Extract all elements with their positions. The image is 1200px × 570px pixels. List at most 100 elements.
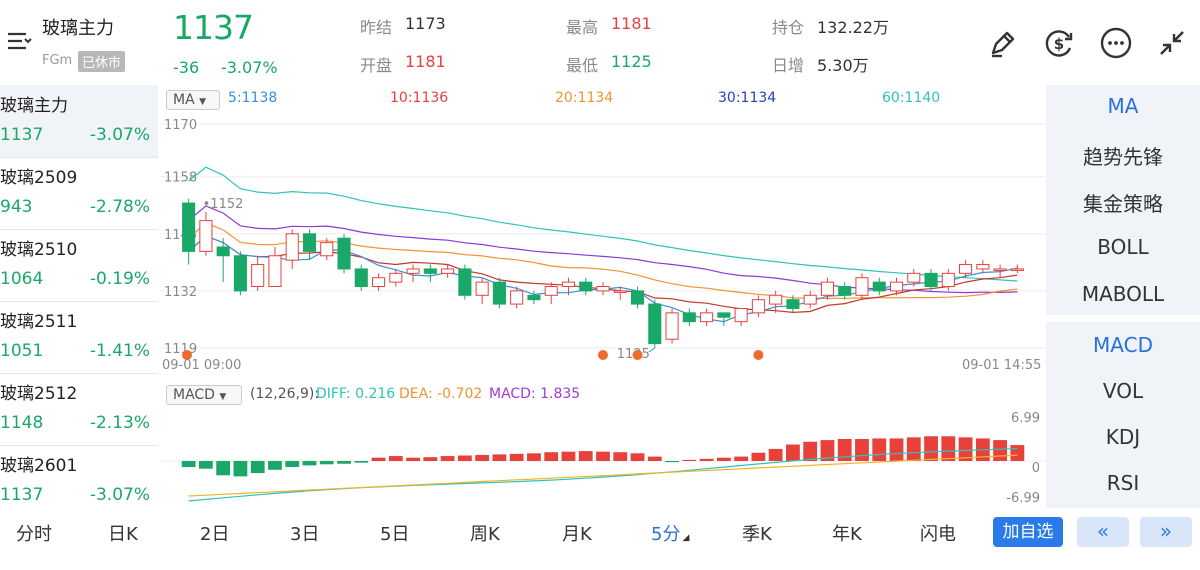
tab-10[interactable]: 年K (832, 524, 862, 545)
event-dot[interactable] (182, 350, 192, 360)
candle[interactable] (354, 264, 368, 291)
currency-icon[interactable]: $ (1042, 26, 1076, 60)
tab-2[interactable]: 日K (108, 524, 138, 545)
tab-3[interactable]: 2日 (200, 524, 230, 545)
candle[interactable] (838, 282, 852, 300)
menu-icon[interactable] (6, 30, 32, 52)
list-item[interactable]: 玻璃2512 1148 -2.13% (0, 373, 158, 445)
more-icon[interactable] (1099, 26, 1133, 60)
candle[interactable] (907, 268, 921, 287)
add-watchlist-button[interactable]: 加自选 (993, 517, 1063, 547)
macd-bar (302, 461, 317, 466)
candle[interactable] (182, 198, 196, 265)
candle[interactable] (510, 286, 524, 309)
event-dot[interactable] (753, 350, 764, 360)
ma-indicator-button[interactable]: MA ▼ (166, 90, 220, 110)
candle[interactable] (786, 295, 800, 313)
tab-9[interactable]: 季K (742, 524, 772, 545)
macd-indicator-button[interactable]: MACD ▼ (166, 385, 242, 405)
high-marker-label: •1152 (203, 197, 244, 212)
candle[interactable] (423, 264, 437, 283)
candle[interactable] (993, 264, 1007, 278)
list-item-price: 1137 (0, 485, 44, 505)
candle[interactable] (544, 282, 558, 305)
list-item[interactable]: 玻璃主力 1137 -3.07% (0, 85, 158, 157)
candle[interactable] (1010, 264, 1024, 274)
sub-indicator-item[interactable]: VOL (1102, 379, 1144, 403)
macd-bar (475, 454, 490, 461)
candle[interactable] (700, 308, 714, 327)
sub-indicator-item[interactable]: KDJ (1105, 425, 1141, 449)
collapse-icon[interactable] (1155, 26, 1189, 60)
status-badge: 已休市 (78, 51, 126, 72)
candle[interactable] (613, 286, 627, 300)
candle[interactable] (820, 277, 834, 300)
candle[interactable] (648, 299, 662, 348)
candle[interactable] (320, 238, 334, 261)
candle[interactable] (475, 277, 489, 305)
tab-8[interactable]: 5分 ◢ (651, 524, 690, 545)
candle[interactable] (216, 238, 230, 283)
candle[interactable] (596, 282, 610, 296)
low-label: 最低 (566, 56, 599, 75)
list-item[interactable]: 玻璃2511 1051 -1.41% (0, 301, 158, 373)
indicator-item[interactable]: MA (1107, 94, 1139, 118)
tab-1[interactable]: 分时 (16, 524, 52, 545)
macd-bar (820, 440, 835, 461)
candle[interactable] (233, 251, 247, 296)
list-item[interactable]: 玻璃2509 943 -2.78% (0, 157, 158, 229)
tab-6[interactable]: 周K (470, 524, 500, 545)
event-dot[interactable] (598, 350, 608, 360)
sub-indicator-item[interactable]: MACD (1093, 333, 1153, 357)
event-dot[interactable] (632, 350, 643, 360)
candle[interactable] (630, 286, 645, 309)
candle[interactable] (803, 290, 817, 309)
candle[interactable] (285, 229, 299, 269)
candle[interactable] (924, 268, 938, 291)
candle[interactable] (959, 260, 973, 278)
prev-button[interactable]: « (1077, 517, 1129, 547)
indicator-item[interactable]: 趋势先锋 (1083, 145, 1163, 169)
sub-indicator-item[interactable]: RSI (1106, 471, 1140, 495)
candle[interactable] (337, 233, 351, 274)
tab-4[interactable]: 3日 (290, 524, 320, 545)
candle[interactable] (769, 290, 783, 313)
tab-11[interactable]: 闪电 (920, 524, 956, 545)
candle[interactable] (665, 308, 679, 344)
candle[interactable] (441, 264, 455, 278)
candle[interactable] (976, 260, 990, 274)
next-button[interactable]: » (1140, 517, 1192, 547)
macd-chart[interactable]: 6.99 0 -6.99 (160, 408, 1046, 510)
macd-bar (509, 453, 524, 461)
list-item[interactable]: 玻璃2510 1064 -0.19% (0, 229, 158, 301)
tab-5[interactable]: 5日 (380, 524, 410, 545)
candle[interactable] (682, 308, 696, 327)
candle[interactable] (751, 295, 765, 318)
candle[interactable] (302, 229, 317, 261)
indicator-item[interactable]: BOLL (1097, 235, 1149, 259)
pen-icon[interactable] (986, 26, 1020, 60)
indicator-item[interactable]: MABOLL (1081, 282, 1165, 306)
indicator-item[interactable]: 集金策略 (1083, 192, 1163, 216)
candle[interactable] (458, 264, 472, 300)
tab-7[interactable]: 月K (562, 524, 592, 545)
list-item-price: 1137 (0, 125, 44, 145)
candle[interactable] (492, 277, 506, 309)
candle[interactable] (872, 277, 886, 296)
candle[interactable] (527, 290, 541, 305)
candle[interactable] (268, 246, 282, 288)
candle[interactable] (734, 307, 748, 327)
candle[interactable] (855, 273, 869, 300)
candle[interactable] (199, 211, 213, 256)
candle[interactable] (406, 264, 420, 283)
list-item[interactable]: 玻璃2601 1137 -3.07% (0, 445, 158, 517)
candle[interactable] (251, 255, 265, 291)
candle[interactable] (941, 268, 955, 291)
candle[interactable] (561, 277, 576, 296)
candle[interactable] (389, 268, 403, 287)
candle[interactable] (579, 277, 593, 296)
candle[interactable] (372, 273, 386, 291)
candle[interactable] (889, 277, 904, 296)
candle[interactable] (717, 312, 731, 327)
